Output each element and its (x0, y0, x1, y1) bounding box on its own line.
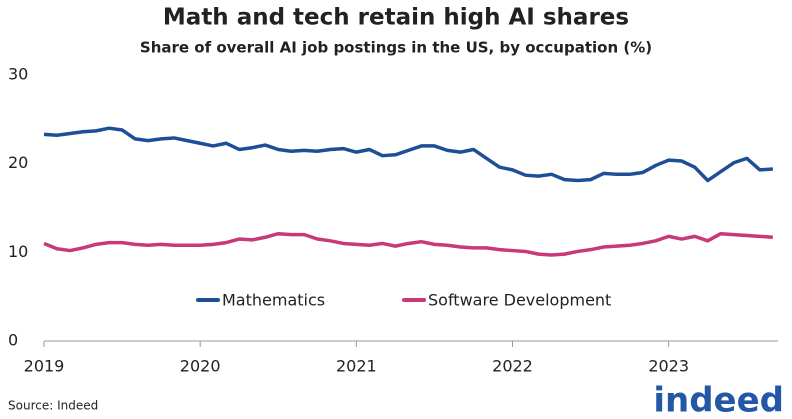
y-tick-label: 0 (8, 331, 18, 350)
x-tick-label: 2021 (336, 357, 377, 376)
x-tick-label: 2023 (648, 357, 689, 376)
logo: indeed (653, 381, 784, 419)
y-tick-label: 30 (8, 65, 28, 84)
x-tick-label: 2020 (180, 357, 221, 376)
chart-title: Math and tech retain high AI shares (163, 5, 629, 31)
x-tick-label: 2019 (24, 357, 65, 376)
line-series (43, 126, 773, 183)
x-tick-label: 2022 (492, 357, 533, 376)
legend-label: Software Development (428, 291, 611, 310)
line-series (43, 231, 773, 257)
chart-subtitle: Share of overall AI job postings in the … (140, 39, 652, 57)
y-tick-label: 20 (8, 153, 28, 172)
source: Source: Indeed (8, 399, 98, 413)
y-tick-label: 10 (8, 242, 28, 261)
legend-label: Mathematics (222, 291, 325, 310)
